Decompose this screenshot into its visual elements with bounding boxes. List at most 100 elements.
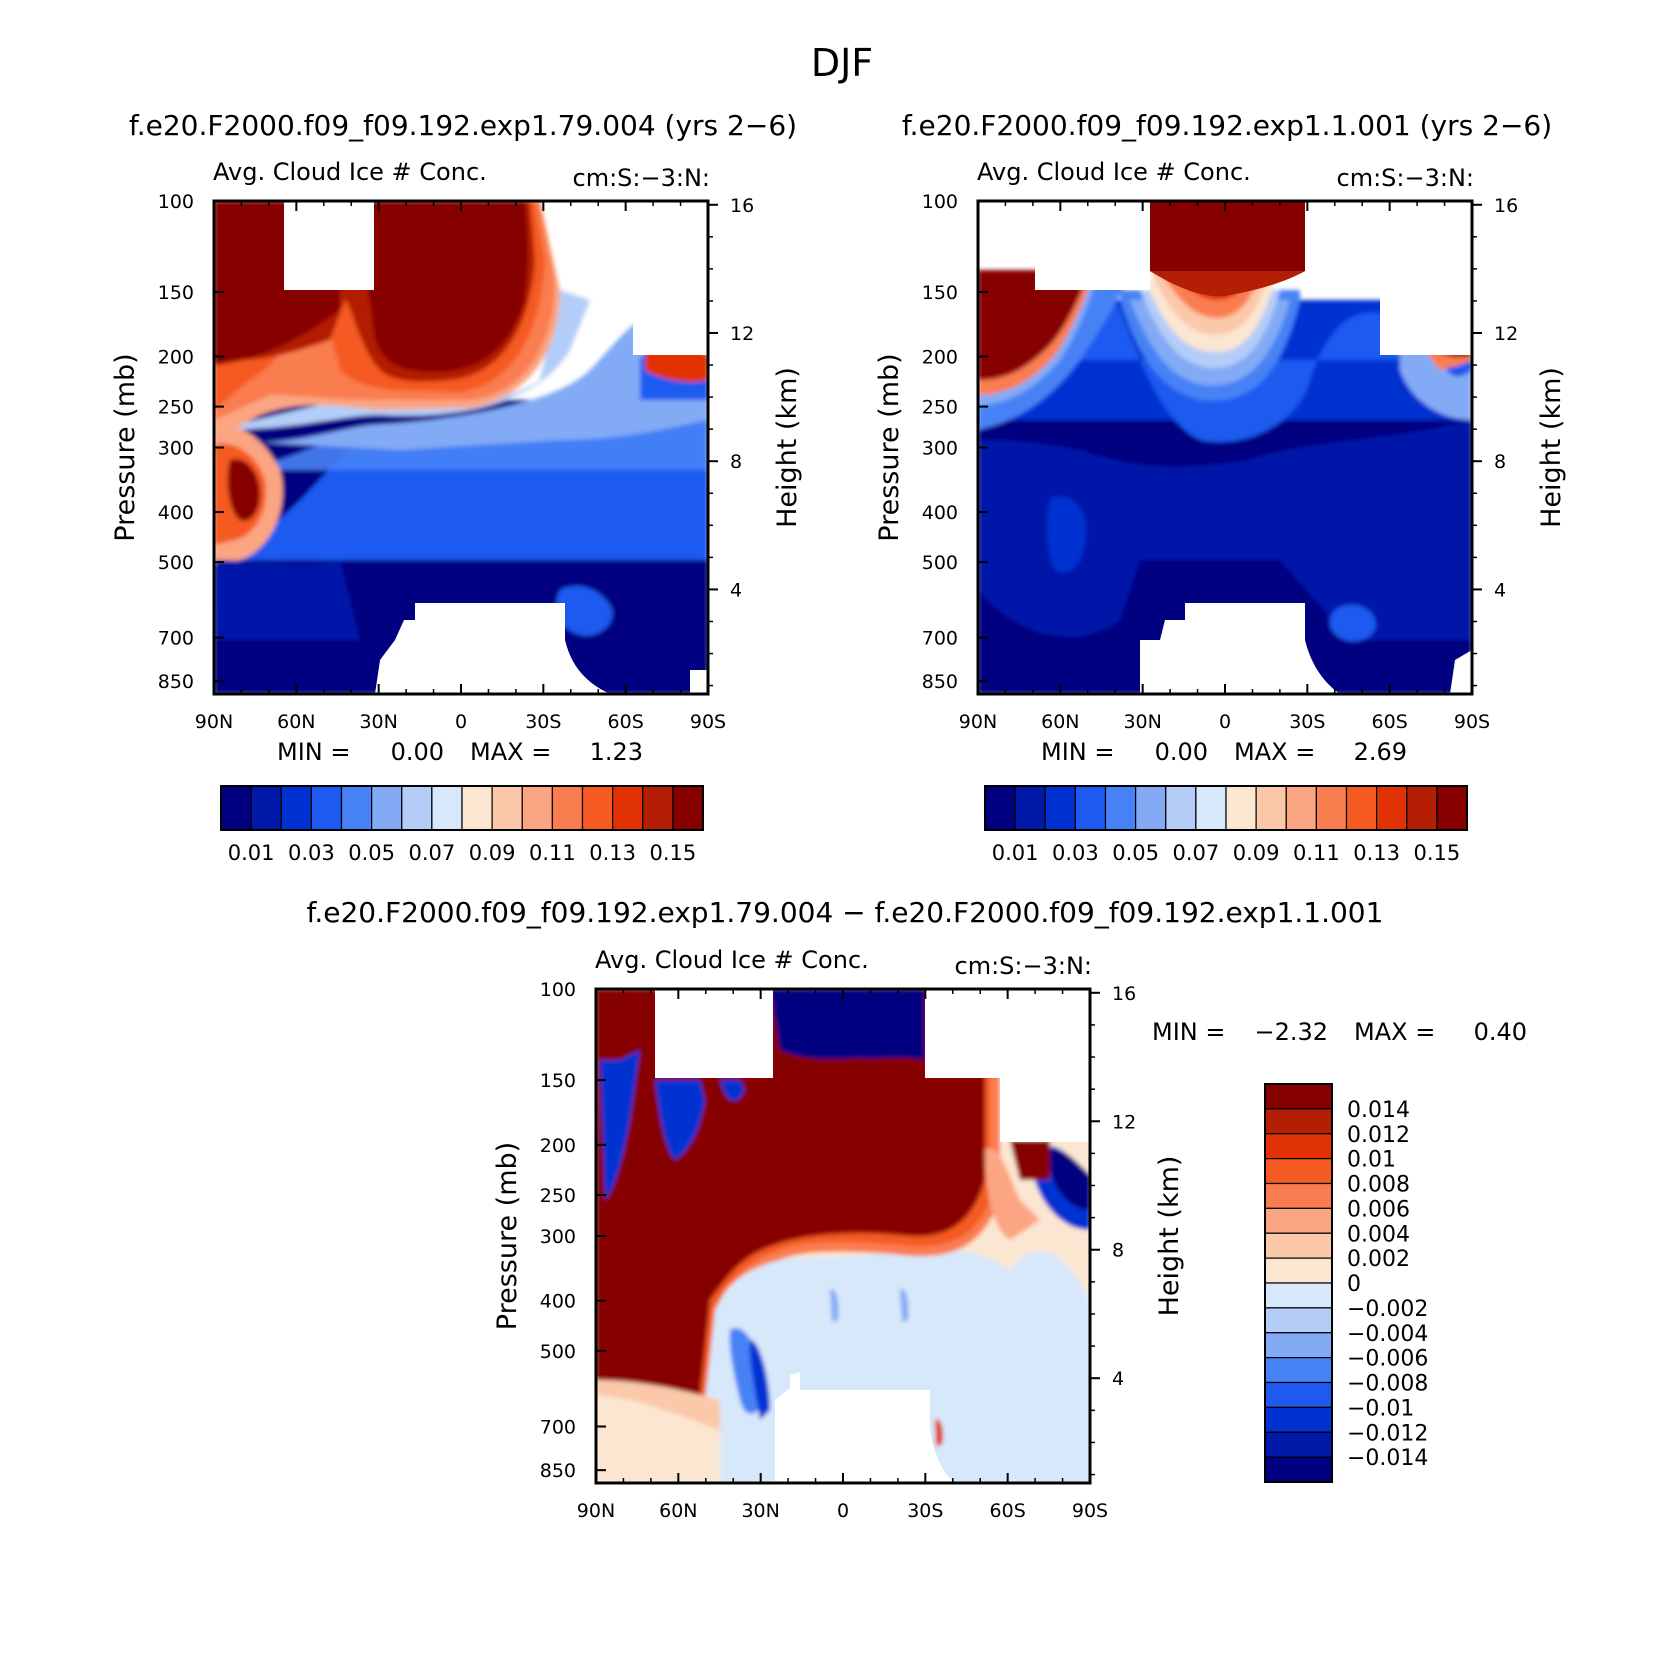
lat-tick-label: 30S	[1289, 711, 1325, 733]
colorbar-label: −0.014	[1347, 1446, 1428, 1471]
height-tick-label: 12	[1112, 1111, 1136, 1133]
colorbar-swatch	[1225, 785, 1257, 831]
pressure-tick-label: 250	[540, 1185, 576, 1207]
panel-c-left-title: Avg. Cloud Ice # Conc.	[595, 946, 869, 974]
panel-a-min-label: MIN =	[277, 738, 350, 766]
panel-a-right-title: cm:S:−3:N:	[573, 164, 710, 192]
colorbar-swatch	[1264, 1282, 1333, 1309]
pressure-tick-label: 200	[540, 1135, 576, 1157]
lat-tick-label: 90N	[577, 1500, 615, 1522]
height-tick-label: 4	[730, 579, 742, 601]
colorbar-label: 0.07	[408, 841, 455, 865]
colorbar-swatch	[310, 785, 343, 831]
colorbar-swatch	[371, 785, 403, 831]
colorbar-label: 0.15	[1413, 841, 1460, 865]
pressure-tick-label: 400	[158, 502, 194, 524]
colorbar-swatch	[1104, 785, 1137, 831]
colorbar-swatch	[1264, 1232, 1333, 1259]
panel-b-plot-area	[978, 201, 1472, 694]
height-tick-label: 4	[1494, 579, 1506, 601]
pressure-tick-label: 400	[540, 1291, 576, 1313]
ylabel-height: Height (km)	[1154, 1156, 1185, 1317]
colorbar-swatch	[1135, 785, 1167, 831]
colorbar-frame	[984, 785, 1468, 831]
colorbar-swatch	[1376, 785, 1408, 831]
lat-tick-label: 60S	[990, 1500, 1026, 1522]
colorbar-label: 0.03	[288, 841, 335, 865]
height-tick-label: 12	[1494, 323, 1518, 345]
panel-c-min-label: MIN =	[1152, 1018, 1225, 1046]
lat-tick-label: 30S	[525, 711, 561, 733]
pressure-tick-label: 850	[922, 671, 958, 693]
case-title-a: f.e20.F2000.f09_f09.192.exp1.79.004 (yrs…	[129, 109, 797, 142]
height-tick-label: 16	[1494, 195, 1518, 217]
colorbar-swatch	[1165, 785, 1197, 831]
colorbar-swatch	[340, 785, 373, 831]
lat-tick-label: 60N	[1041, 711, 1079, 733]
pressure-tick-label: 150	[540, 1070, 576, 1092]
colorbar-swatch	[1285, 785, 1317, 831]
ylabel-pressure: Pressure (mb)	[874, 353, 905, 541]
case-title-c: f.e20.F2000.f09_f09.192.exp1.79.004 − f.…	[307, 896, 1384, 929]
colorbar-swatch	[1014, 785, 1046, 831]
lat-tick-label: 60N	[277, 711, 315, 733]
colorbar-label: −0.01	[1347, 1396, 1414, 1421]
colorbar-label: 0.07	[1172, 841, 1219, 865]
panel-b-axes: 100 150 200 250 300 400 500 700 850 16 12 8 4 90N 60N 3…	[874, 191, 1567, 733]
colorbar-frame	[220, 785, 704, 831]
colorbar-label: 0.008	[1347, 1173, 1410, 1198]
colorbar-swatch	[1264, 1456, 1333, 1483]
colorbar-label: 0.002	[1347, 1247, 1410, 1272]
colorbar-swatch	[1264, 1406, 1333, 1433]
ylabel-height: Height (km)	[1536, 367, 1567, 528]
height-tick-label: 4	[1112, 1368, 1124, 1390]
colorbar-label: 0.004	[1347, 1222, 1410, 1247]
panel-c-max-label: MAX =	[1354, 1018, 1435, 1046]
ylabel-pressure: Pressure (mb)	[110, 353, 141, 541]
colorbar-swatch	[1264, 1357, 1333, 1384]
colorbar-label: 0.05	[348, 841, 395, 865]
height-tick-label: 8	[1112, 1240, 1124, 1262]
colorbar-label: 0.13	[1353, 841, 1400, 865]
height-tick-label: 16	[730, 195, 754, 217]
panel-a-max-value: 1.23	[590, 738, 643, 766]
pressure-tick-label: 300	[158, 438, 194, 460]
colorbar-swatch	[1044, 785, 1076, 831]
lat-tick-label: 30N	[1123, 711, 1161, 733]
lat-tick-label: 30N	[359, 711, 397, 733]
lat-tick-label: 90S	[690, 711, 726, 733]
colorbar-label: −0.008	[1347, 1372, 1428, 1397]
colorbar-swatch	[1264, 1133, 1333, 1160]
lat-tick-label: 30N	[741, 1500, 779, 1522]
colorbar-swatch	[1264, 1207, 1333, 1234]
colorbar-swatch	[1264, 1431, 1333, 1458]
colorbar-swatch	[431, 785, 463, 831]
lat-tick-label: 60S	[1372, 711, 1408, 733]
colorbar-swatch	[1264, 1108, 1333, 1135]
colorbar-swatch	[1436, 785, 1468, 831]
colorbar-label: 0.014	[1347, 1098, 1410, 1123]
height-tick-label: 8	[1494, 451, 1506, 473]
colorbar-swatch	[1264, 1158, 1333, 1185]
colorbar-label: −0.012	[1347, 1421, 1428, 1446]
colorbar-label: 0.01	[992, 841, 1039, 865]
colorbar-swatch	[521, 785, 553, 831]
colorbar-label: 0.01	[1347, 1148, 1396, 1173]
pressure-tick-label: 500	[158, 552, 194, 574]
pressure-tick-label: 250	[158, 397, 194, 419]
lat-tick-label: 0	[837, 1500, 849, 1522]
height-tick-label: 8	[730, 451, 742, 473]
panel-c-right-title: cm:S:−3:N:	[955, 952, 1092, 980]
colorbar-label: 0.006	[1347, 1197, 1410, 1222]
colorbar-swatch	[250, 785, 282, 831]
colorbar-swatch	[642, 785, 674, 831]
panel-b-min-label: MIN =	[1041, 738, 1114, 766]
panel-b: Avg. Cloud Ice # Conc. cm:S:−3:N:	[976, 158, 1474, 696]
panel-b-min-value: 0.00	[1155, 738, 1208, 766]
lat-tick-label: 0	[1219, 711, 1231, 733]
panel-a: Avg. Cloud Ice # Conc. cm:S:−3:N:	[212, 158, 710, 696]
panel-c-plot-area	[596, 989, 1090, 1483]
colorbar-label: −0.006	[1347, 1347, 1428, 1372]
